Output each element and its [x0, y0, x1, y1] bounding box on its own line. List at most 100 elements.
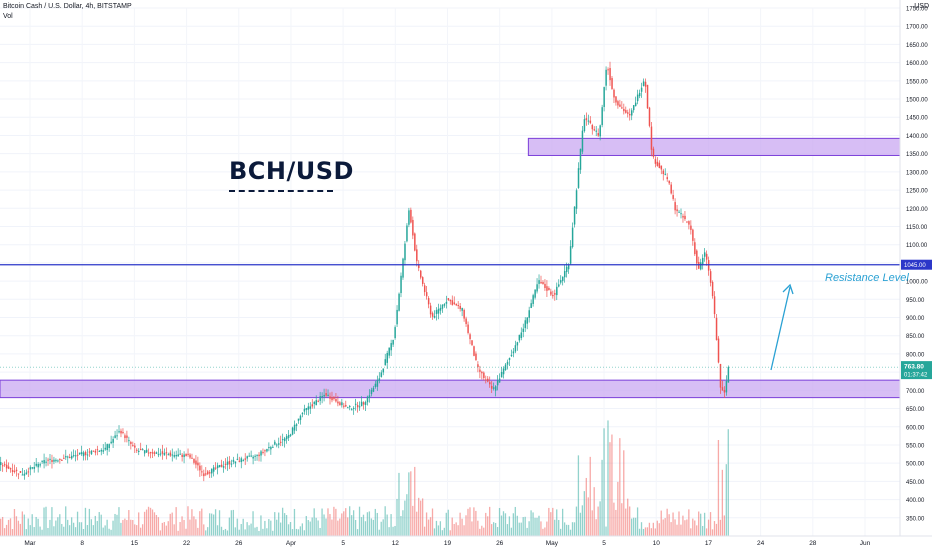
candle-body: [100, 449, 103, 452]
volume-bar: [392, 526, 394, 536]
volume-bar: [467, 508, 469, 536]
volume-bar: [5, 524, 8, 536]
volume-bar: [680, 524, 682, 536]
candle-body: [674, 202, 676, 211]
candle-body: [656, 161, 659, 166]
candle-body: [193, 458, 195, 463]
volume-bar: [658, 523, 660, 536]
candle-body: [210, 468, 213, 474]
candle-body: [558, 284, 560, 287]
volume-bar: [412, 505, 414, 536]
candle-body: [629, 113, 631, 116]
volume-bar: [640, 522, 643, 536]
volume-bar: [74, 527, 77, 536]
candle-body: [453, 302, 456, 304]
chart-annotation-title: BCH/USD: [229, 157, 354, 185]
volume-bar: [433, 528, 436, 536]
volume-bar: [589, 456, 591, 536]
volume-bar: [595, 519, 597, 536]
candle-body: [181, 454, 183, 457]
candle-body: [550, 291, 552, 295]
candle-body: [165, 452, 168, 454]
candle-body: [587, 120, 590, 122]
volume-bar: [696, 525, 698, 536]
candle-body: [485, 379, 487, 381]
candle-body: [132, 445, 134, 447]
volume-bar: [268, 519, 270, 536]
volume-bar: [173, 524, 175, 536]
volume-bar: [615, 509, 617, 536]
volume-bar: [666, 508, 668, 536]
volume-bar: [475, 510, 477, 536]
x-tick-label: Apr: [286, 540, 297, 547]
time-axis-panel: [0, 536, 932, 550]
volume-bar: [425, 512, 428, 536]
candle-body: [632, 105, 635, 111]
candle-body: [90, 450, 93, 455]
volume-bar: [78, 522, 81, 536]
volume-bar: [364, 521, 367, 536]
volume-bar: [258, 530, 260, 536]
price-axis-panel: [900, 0, 932, 550]
candle-body: [39, 464, 41, 466]
candle-body: [195, 460, 197, 465]
candle-body: [542, 282, 544, 284]
candle-body: [425, 292, 428, 297]
candle-body: [140, 448, 142, 451]
candle-body: [623, 108, 625, 112]
candle-body: [120, 430, 122, 434]
volume-bar: [281, 507, 284, 536]
volume-bar: [207, 527, 209, 536]
candle-body: [435, 310, 438, 315]
y-tick-label: 850.00: [906, 334, 925, 340]
candle-body: [524, 320, 527, 329]
candle-body: [638, 92, 641, 97]
candle-body: [285, 436, 288, 440]
volume-bar: [226, 530, 229, 536]
candle-body: [76, 454, 79, 456]
candle-body: [619, 104, 621, 107]
volume-bar: [652, 522, 654, 536]
candle-body: [609, 68, 611, 81]
candle-body: [244, 458, 247, 460]
candle-body: [380, 372, 383, 377]
y-tick-label: 1200.00: [906, 207, 928, 213]
volume-bar: [711, 529, 714, 536]
candle-body: [599, 125, 601, 137]
volume-bar: [370, 518, 373, 536]
volume-bar: [491, 524, 493, 536]
candle-body: [546, 286, 548, 291]
volume-bar: [321, 508, 323, 536]
volume-bar: [276, 519, 278, 536]
candle-body: [354, 403, 357, 405]
candle-body: [201, 471, 203, 473]
volume-bar: [17, 520, 20, 536]
volume-bar: [3, 528, 6, 536]
volume-bar: [701, 525, 704, 536]
volume-bar: [561, 508, 564, 536]
candle-body: [713, 296, 716, 315]
candle-body: [648, 107, 651, 126]
volume-bar: [325, 518, 327, 536]
candle-body: [721, 387, 724, 391]
volume-bar: [197, 527, 199, 536]
candle-body: [169, 452, 172, 456]
volume-bar: [218, 510, 221, 536]
volume-bar: [63, 526, 65, 536]
candle-body: [709, 271, 712, 283]
volume-bar: [725, 464, 727, 536]
volume-bar: [19, 523, 22, 536]
volume-bar: [544, 527, 546, 536]
resistance-badge: [901, 259, 932, 270]
volume-bar: [31, 514, 33, 536]
candle-body: [666, 177, 668, 180]
candle-body: [491, 385, 493, 389]
candle-body: [61, 459, 63, 461]
candle-body: [520, 332, 523, 338]
volume-bar: [118, 507, 120, 536]
candle-body: [502, 368, 505, 375]
candle-body: [33, 466, 36, 469]
candle-body: [532, 295, 534, 304]
